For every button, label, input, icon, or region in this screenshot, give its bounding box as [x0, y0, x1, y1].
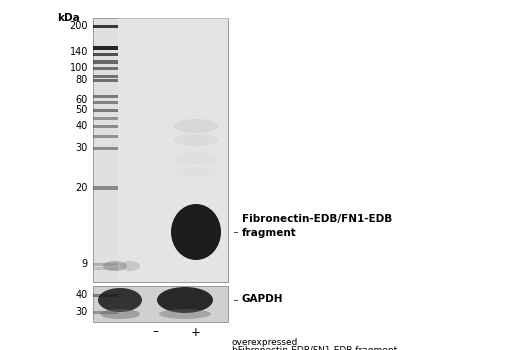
Ellipse shape [103, 261, 127, 271]
Ellipse shape [174, 134, 218, 146]
Bar [93, 125, 118, 127]
Text: 9: 9 [82, 259, 88, 269]
Text: –: – [152, 326, 158, 338]
Ellipse shape [159, 309, 211, 319]
Text: Fibronectin-EDB/FN1-EDB
fragment: Fibronectin-EDB/FN1-EDB fragment [242, 215, 392, 238]
Ellipse shape [98, 288, 142, 312]
Bar [93, 66, 118, 70]
Text: 40: 40 [76, 290, 88, 300]
Text: 80: 80 [76, 75, 88, 85]
Bar [93, 75, 118, 77]
Ellipse shape [157, 287, 213, 313]
Bar [93, 294, 118, 296]
Text: 60: 60 [76, 95, 88, 105]
Bar [93, 147, 118, 149]
Text: 20: 20 [75, 183, 88, 193]
Bar [93, 262, 118, 266]
Text: GAPDH: GAPDH [242, 294, 283, 304]
Bar [93, 108, 118, 112]
Bar [93, 286, 228, 322]
Text: +: + [191, 326, 201, 338]
Bar [93, 100, 118, 104]
Text: 140: 140 [70, 47, 88, 57]
Bar [93, 310, 118, 314]
Bar [93, 60, 118, 64]
Text: 100: 100 [70, 63, 88, 73]
Bar [118, 18, 228, 282]
Ellipse shape [120, 261, 140, 271]
Ellipse shape [174, 167, 218, 177]
Bar [93, 266, 118, 270]
Ellipse shape [174, 152, 218, 164]
Bar [93, 25, 118, 28]
Text: hFibronectin-EDB/FN1-EDB fragment: hFibronectin-EDB/FN1-EDB fragment [232, 346, 397, 350]
Bar [93, 78, 118, 82]
Bar [93, 52, 118, 56]
Text: 40: 40 [76, 121, 88, 131]
Text: 30: 30 [76, 143, 88, 153]
Text: overexpressed: overexpressed [232, 338, 298, 347]
Bar [93, 46, 118, 50]
Ellipse shape [174, 119, 218, 133]
Bar [93, 134, 118, 138]
Text: 200: 200 [70, 21, 88, 31]
Bar [93, 186, 118, 190]
Ellipse shape [100, 309, 140, 319]
Text: kDa: kDa [57, 13, 80, 23]
Text: 30: 30 [76, 307, 88, 317]
Text: 50: 50 [75, 105, 88, 115]
Ellipse shape [171, 204, 221, 260]
Bar [93, 94, 118, 98]
Bar [93, 18, 228, 282]
Bar [93, 117, 118, 119]
